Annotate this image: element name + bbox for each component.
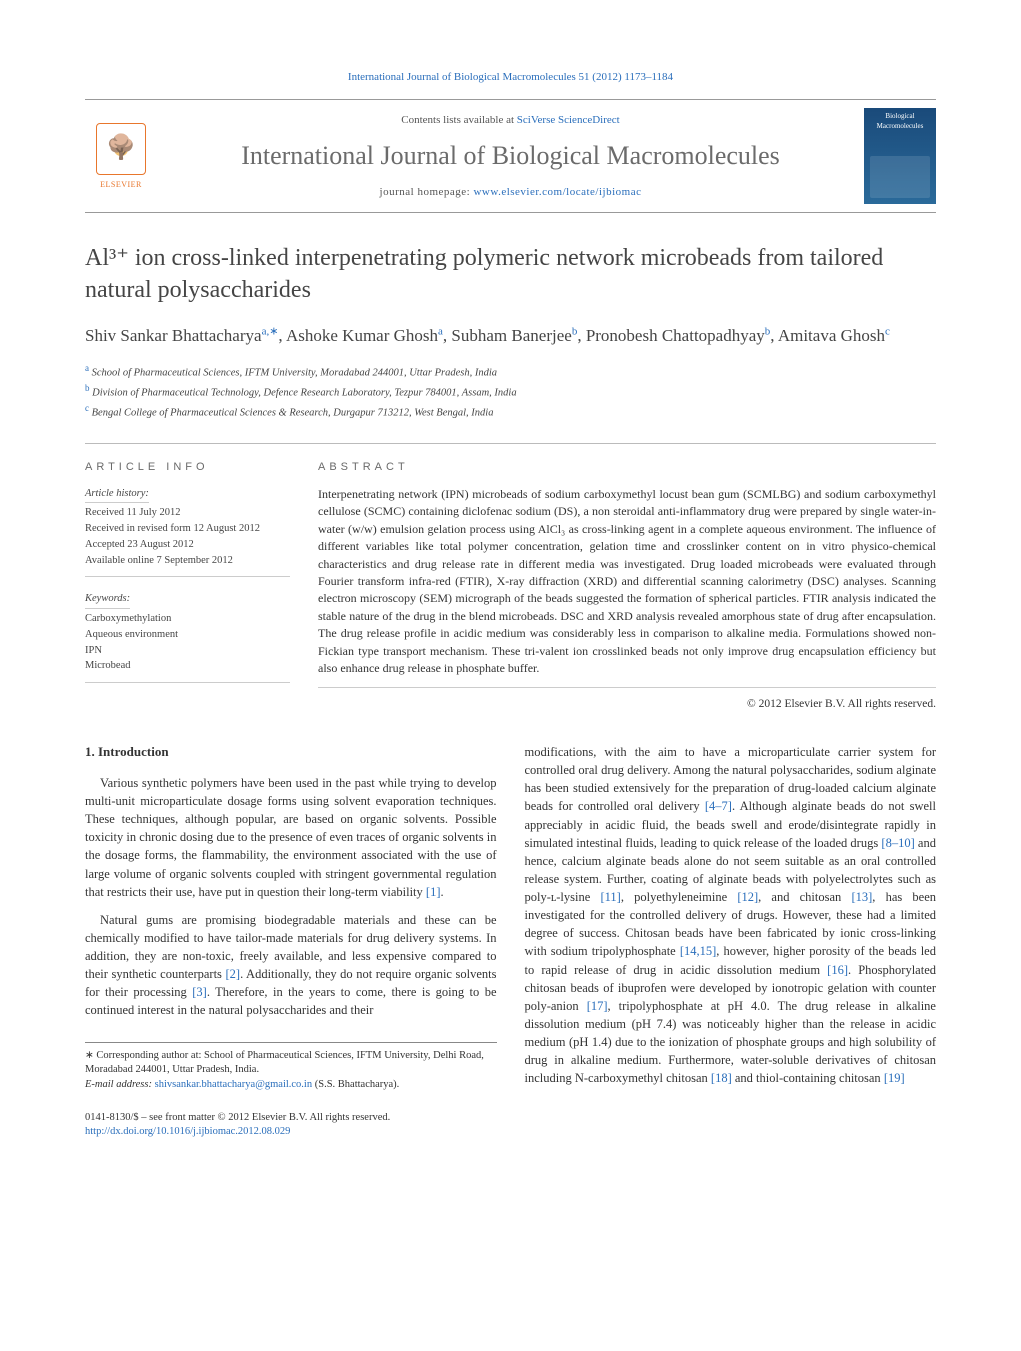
article-title: Al³⁺ ion cross-linked interpenetrating p… <box>85 243 936 305</box>
elsevier-tree-icon <box>96 123 146 175</box>
page-root: International Journal of Biological Macr… <box>0 0 1021 1190</box>
article-history-block: Article history: Received 11 July 2012Re… <box>85 486 290 578</box>
abstract-text: Interpenetrating network (IPN) microbead… <box>318 486 936 688</box>
body-two-column: 1. Introduction Various synthetic polyme… <box>85 743 936 1140</box>
affiliation-item: c Bengal College of Pharmaceutical Scien… <box>85 402 936 421</box>
article-info-column: article info Article history: Received 1… <box>85 460 290 713</box>
affiliation-item: a School of Pharmaceutical Sciences, IFT… <box>85 362 936 381</box>
ref-link[interactable]: [16] <box>827 963 848 977</box>
footer-copyright: 0141-8130/$ – see front matter © 2012 El… <box>85 1111 497 1126</box>
cover-line2: Macromolecules <box>868 122 932 132</box>
ref-link[interactable]: [2] <box>225 967 240 981</box>
publisher-name: ELSEVIER <box>100 179 142 190</box>
history-line: Available online 7 September 2012 <box>85 553 290 569</box>
abstract-copyright: © 2012 Elsevier B.V. All rights reserved… <box>318 696 936 713</box>
masthead-center: Contents lists available at SciVerse Sci… <box>157 113 864 200</box>
ref-link[interactable]: [1] <box>426 885 441 899</box>
ref-link[interactable]: [12] <box>737 890 758 904</box>
journal-homepage-line: journal homepage: www.elsevier.com/locat… <box>157 185 864 200</box>
keyword-item: Microbead <box>85 658 290 674</box>
ref-link[interactable]: [19] <box>884 1071 905 1085</box>
keywords-block: Keywords: CarboxymethylationAqueous envi… <box>85 591 290 683</box>
ref-link[interactable]: [14,15] <box>680 944 716 958</box>
affiliation-item: b Division of Pharmaceutical Technology,… <box>85 382 936 401</box>
body-column-right: modifications, with the aim to have a mi… <box>525 743 937 1140</box>
corr-email-link[interactable]: shivsankar.bhattacharya@gmail.co.in <box>155 1079 313 1090</box>
article-info-label: article info <box>85 460 290 475</box>
contents-prefix: Contents lists available at <box>401 114 516 126</box>
history-line: Received in revised form 12 August 2012 <box>85 521 290 537</box>
masthead: ELSEVIER Contents lists available at Sci… <box>85 99 936 213</box>
homepage-prefix: journal homepage: <box>380 186 474 198</box>
keywords-heading: Keywords: <box>85 591 130 609</box>
corresponding-author-footnote: ∗ Corresponding author at: School of Pha… <box>85 1042 497 1093</box>
email-suffix: (S.S. Bhattacharya). <box>312 1079 399 1090</box>
keyword-item: IPN <box>85 643 290 659</box>
section-heading-intro: 1. Introduction <box>85 743 497 762</box>
publisher-logo: ELSEVIER <box>85 115 157 197</box>
journal-title: International Journal of Biological Macr… <box>157 138 864 174</box>
abstract-label: abstract <box>318 460 936 476</box>
cover-line1: Biological <box>868 112 932 122</box>
corr-email-line: E-mail address: shivsankar.bhattacharya@… <box>85 1078 497 1093</box>
corr-author-text: ∗ Corresponding author at: School of Pha… <box>85 1049 497 1078</box>
body-paragraph: Natural gums are promising biodegradable… <box>85 911 497 1020</box>
homepage-link[interactable]: www.elsevier.com/locate/ijbiomac <box>473 186 641 198</box>
body-paragraph: modifications, with the aim to have a mi… <box>525 743 937 1087</box>
history-heading: Article history: <box>85 486 149 504</box>
author-list: Shiv Sankar Bhattacharyaa,∗, Ashoke Kuma… <box>85 324 936 348</box>
page-footer-refs: 0141-8130/$ – see front matter © 2012 El… <box>85 1111 497 1140</box>
info-abstract-row: article info Article history: Received 1… <box>85 443 936 713</box>
ref-link[interactable]: [11] <box>600 890 620 904</box>
body-paragraph: Various synthetic polymers have been use… <box>85 774 497 901</box>
ref-link[interactable]: [13] <box>851 890 872 904</box>
ref-link[interactable]: [4–7] <box>705 799 732 813</box>
keyword-item: Carboxymethylation <box>85 611 290 627</box>
journal-cover-thumbnail: Biological Macromolecules <box>864 108 936 204</box>
citation-link[interactable]: International Journal of Biological Macr… <box>348 71 673 83</box>
doi-link[interactable]: http://dx.doi.org/10.1016/j.ijbiomac.201… <box>85 1126 290 1137</box>
body-column-left: 1. Introduction Various synthetic polyme… <box>85 743 497 1140</box>
email-label: E-mail address: <box>85 1079 155 1090</box>
affiliation-list: a School of Pharmaceutical Sciences, IFT… <box>85 362 936 422</box>
contents-available-line: Contents lists available at SciVerse Sci… <box>157 113 864 128</box>
ref-link[interactable]: [3] <box>192 985 207 999</box>
history-line: Received 11 July 2012 <box>85 505 290 521</box>
ref-link[interactable]: [18] <box>711 1071 732 1085</box>
history-line: Accepted 23 August 2012 <box>85 537 290 553</box>
cover-art-icon <box>870 156 930 198</box>
ref-link[interactable]: [17] <box>587 999 608 1013</box>
abstract-column: abstract Interpenetrating network (IPN) … <box>318 460 936 713</box>
sciencedirect-link[interactable]: SciVerse ScienceDirect <box>517 114 620 126</box>
running-head: International Journal of Biological Macr… <box>85 70 936 85</box>
keyword-item: Aqueous environment <box>85 627 290 643</box>
ref-link[interactable]: [8–10] <box>881 836 914 850</box>
